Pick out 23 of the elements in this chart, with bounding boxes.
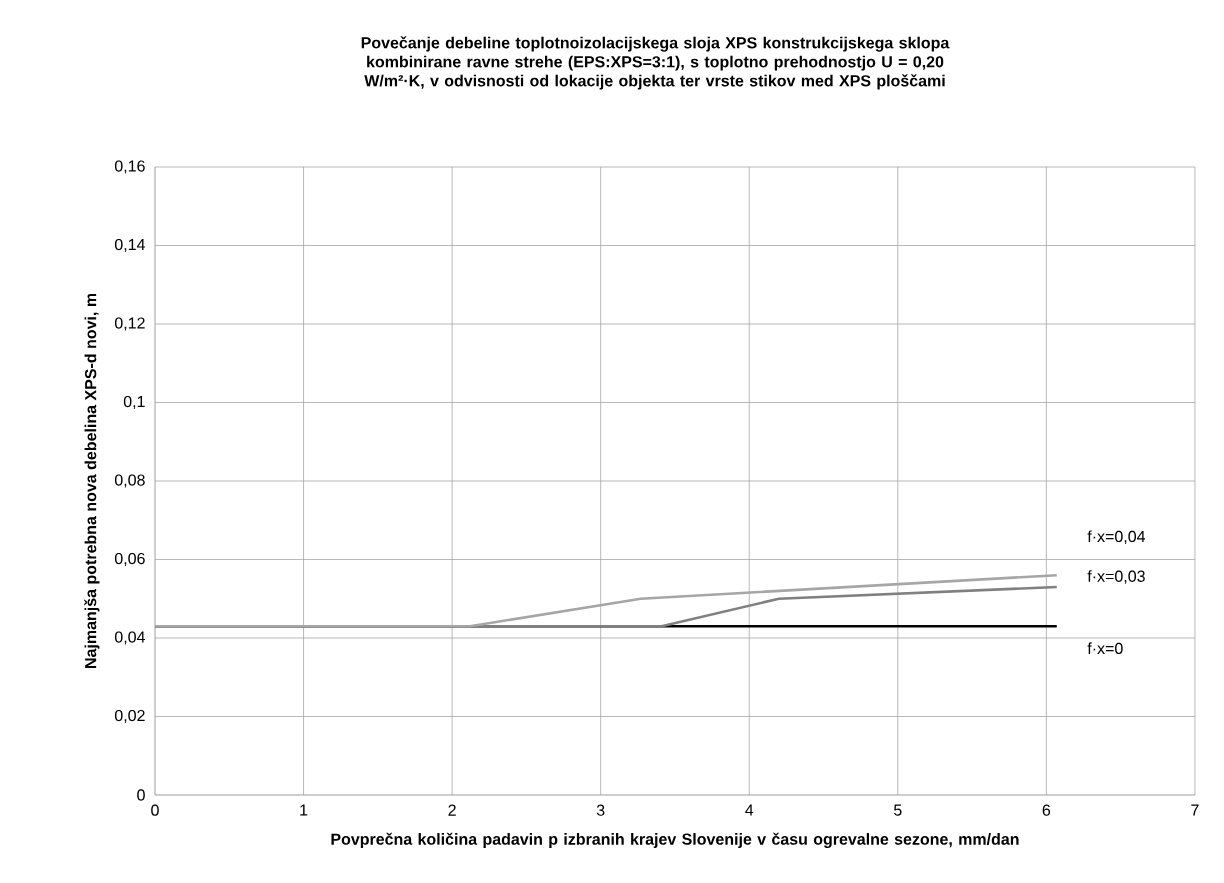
x-tick-label: 1 [300, 804, 308, 816]
y-tick-label: 0,04 [114, 631, 145, 645]
chart-title: Povečanje debeline toplotnoizolacijskega sloja XPS konstrukcijskega sklopa kombinirane ravne strehe (EPS:XPS=3:1), s toplotno prehodnostjo U = 0,20 W/m²·K, v odvisnosti od lokacije objekta ter vrste stikov med XPS ploščami [361, 36, 950, 90]
x-tick-label: 5 [894, 804, 902, 816]
y-tick-label: 0,08 [114, 474, 145, 488]
y-tick-label: 0,06 [114, 552, 145, 567]
series-label: f·x=0,03 [1087, 570, 1145, 584]
y-tick-label: 0,14 [114, 238, 145, 253]
y-tick-label: 0,12 [114, 317, 145, 331]
text: f·x=0 [1087, 642, 1123, 655]
x-tick-label: 7 [1191, 804, 1199, 816]
y-tick-label: 0,02 [114, 709, 145, 724]
x-tick-label: 0 [151, 804, 159, 816]
y-tick-label: 0,16 [114, 160, 145, 174]
x-tick-label: 4 [745, 804, 754, 816]
x-tick-label: 3 [596, 804, 605, 816]
x-tick-label: 6 [1042, 804, 1051, 816]
text: f·x=0,04 [1087, 530, 1146, 544]
y-tick-label: 0,1 [123, 395, 145, 410]
y-tick-label: 0 [137, 789, 145, 801]
y-axis-title: Najmanjša potrebna nova debelina XPS-d novi, m [84, 293, 100, 668]
x-axis-title: Povprečna količina padavin p izbranih krajev Slovenije v času ogrevalne sezone, mm/dan [331, 832, 1019, 849]
x-tick-label: 2 [448, 804, 456, 816]
